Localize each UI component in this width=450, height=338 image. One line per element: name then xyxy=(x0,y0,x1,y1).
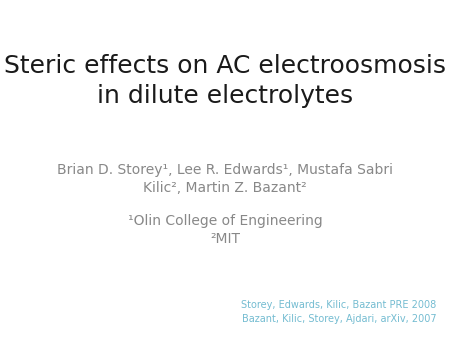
Text: Storey, Edwards, Kilic, Bazant PRE 2008
Bazant, Kilic, Storey, Ajdari, arXiv, 20: Storey, Edwards, Kilic, Bazant PRE 2008 … xyxy=(241,300,436,324)
Text: ¹Olin College of Engineering
²MIT: ¹Olin College of Engineering ²MIT xyxy=(128,214,322,246)
Text: Brian D. Storey¹, Lee R. Edwards¹, Mustafa Sabri
Kilic², Martin Z. Bazant²: Brian D. Storey¹, Lee R. Edwards¹, Musta… xyxy=(57,163,393,195)
Text: Steric effects on AC electroosmosis
in dilute electrolytes: Steric effects on AC electroosmosis in d… xyxy=(4,54,446,108)
